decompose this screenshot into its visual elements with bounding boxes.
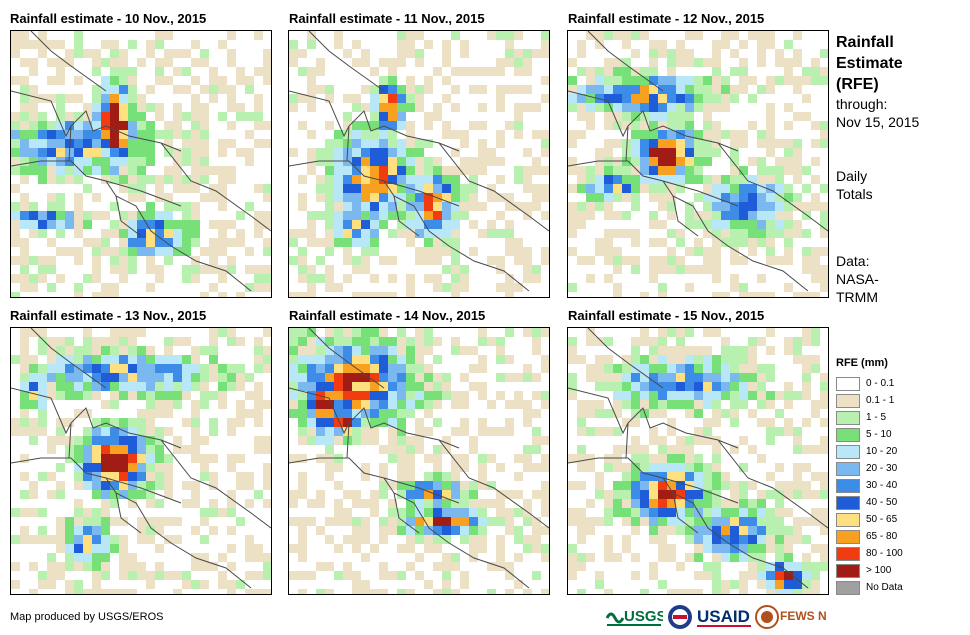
legend-swatch <box>836 377 860 391</box>
legend-label: 50 - 65 <box>866 514 898 525</box>
totals-line: Totals <box>836 186 873 202</box>
legend-swatch <box>836 564 860 578</box>
panel-title: Rainfall estimate - 14 Nov., 2015 <box>289 308 486 323</box>
legend-swatch <box>836 513 860 527</box>
data-source: Data: NASA- TRMM <box>836 252 879 306</box>
side-info: Rainfall Estimate (RFE) through: Nov 15,… <box>836 32 919 131</box>
rainfall-map-nov-10 <box>10 30 272 298</box>
through-date: Nov 15, 2015 <box>836 114 920 130</box>
legend-swatch <box>836 445 860 459</box>
legend-swatch <box>836 581 860 595</box>
panel-title: Rainfall estimate - 11 Nov., 2015 <box>289 11 485 26</box>
credit-text: Map produced by USGS/EROS <box>10 611 164 623</box>
panel-title: Rainfall estimate - 12 Nov., 2015 <box>568 11 765 26</box>
rainfall-map-nov-12 <box>567 30 829 298</box>
title-line: Estimate <box>836 55 903 72</box>
svg-text:USAID: USAID <box>697 607 750 626</box>
fews-net-logo: FEWS NET <box>755 605 827 629</box>
legend-label: 40 - 50 <box>866 497 898 508</box>
legend-swatch <box>836 411 860 425</box>
data-line: Data: <box>836 253 870 269</box>
legend-swatch <box>836 479 860 493</box>
title-line: (RFE) <box>836 76 879 93</box>
legend-swatch <box>836 428 860 442</box>
usgs-logo: USGS <box>605 608 663 626</box>
panel-title: Rainfall estimate - 15 Nov., 2015 <box>568 308 765 323</box>
legend-label: 30 - 40 <box>866 480 898 491</box>
logos: USGS USAID FEWS NET <box>605 604 827 630</box>
legend-swatch <box>836 394 860 408</box>
rainfall-map-nov-15 <box>567 327 829 595</box>
totals-note: Daily Totals <box>836 167 873 203</box>
panel-title: Rainfall estimate - 13 Nov., 2015 <box>10 308 207 323</box>
usaid-logo: USAID <box>697 607 751 627</box>
rainfall-map-nov-14 <box>288 327 550 595</box>
legend-label: No Data <box>866 582 903 593</box>
svg-text:USGS: USGS <box>624 608 663 625</box>
legend-label: 0 - 0.1 <box>866 378 895 389</box>
through-label: through: <box>836 96 888 112</box>
data-line: NASA- <box>836 271 879 287</box>
legend-swatch <box>836 496 860 510</box>
legend-label: 20 - 30 <box>866 463 898 474</box>
svg-text:FEWS NET: FEWS NET <box>780 609 827 623</box>
legend-label: 80 - 100 <box>866 548 903 559</box>
legend-label: 10 - 20 <box>866 446 898 457</box>
data-line: TRMM <box>836 289 878 305</box>
legend-label: 0.1 - 1 <box>866 395 895 406</box>
panel-title: Rainfall estimate - 10 Nov., 2015 <box>10 11 207 26</box>
rainfall-map-nov-11 <box>288 30 550 298</box>
legend-swatch <box>836 530 860 544</box>
title-line: Rainfall <box>836 34 894 51</box>
totals-line: Daily <box>836 168 868 184</box>
legend-swatch <box>836 547 860 561</box>
legend-label: 1 - 5 <box>866 412 887 423</box>
rainfall-map-nov-13 <box>10 327 272 595</box>
legend-swatch <box>836 462 860 476</box>
legend-title: RFE (mm) <box>836 357 888 369</box>
legend-label: 5 - 10 <box>866 429 892 440</box>
legend-label: 65 - 80 <box>866 531 898 542</box>
ukaid-logo <box>668 605 692 629</box>
legend-label: > 100 <box>866 565 892 576</box>
